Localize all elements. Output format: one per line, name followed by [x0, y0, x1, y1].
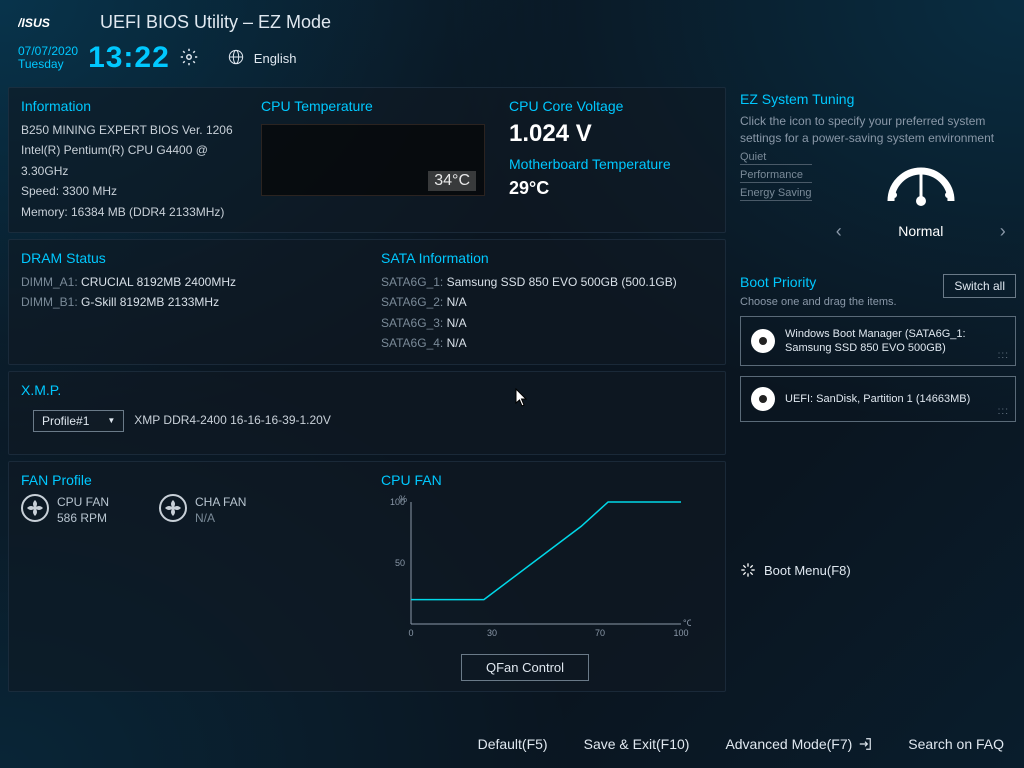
- svg-text:/ISUS: /ISUS: [18, 16, 51, 30]
- info-memory: Memory: 16384 MB (DDR4 2133MHz): [21, 202, 237, 222]
- chevron-right-icon[interactable]: ›: [1000, 221, 1006, 242]
- ez-current-mode: Normal: [898, 223, 943, 239]
- sata-port: SATA6G_1: Samsung SSD 850 EVO 500GB (500…: [381, 272, 713, 292]
- voltage-value: 1.024 V: [509, 120, 713, 148]
- burst-icon: [740, 562, 756, 578]
- cpu-temp-value: 34°C: [428, 171, 476, 191]
- mb-temp-heading: Motherboard Temperature: [509, 156, 713, 172]
- sata-port: SATA6G_4: N/A: [381, 333, 713, 353]
- mb-temp-value: 29°C: [509, 178, 713, 199]
- svg-text:°C: °C: [683, 618, 691, 628]
- fan-name: CPU FAN: [57, 494, 109, 511]
- fan-item-cpu[interactable]: CPU FAN 586 RPM: [21, 494, 109, 528]
- advanced-mode-button[interactable]: Advanced Mode(F7): [725, 736, 872, 752]
- svg-text:100: 100: [673, 628, 688, 638]
- boot-priority-item[interactable]: Windows Boot Manager (SATA6G_1: Samsung …: [740, 316, 1016, 367]
- xmp-profile-dropdown[interactable]: Profile#1: [33, 410, 124, 432]
- search-faq-button[interactable]: Search on FAQ: [908, 736, 1004, 752]
- fan-chart-heading: CPU FAN: [381, 472, 713, 488]
- xmp-heading: X.M.P.: [21, 382, 713, 398]
- info-cpu: Intel(R) Pentium(R) CPU G4400 @ 3.30GHz: [21, 140, 237, 181]
- chevron-left-icon[interactable]: ‹: [836, 221, 842, 242]
- sata-port: SATA6G_3: N/A: [381, 313, 713, 333]
- ez-tuning-desc: Click the icon to specify your preferred…: [740, 113, 1016, 147]
- fan-item-cha[interactable]: CHA FAN N/A: [159, 494, 246, 528]
- fan-curve-chart: 50100%03070100°C: [381, 494, 691, 644]
- asus-logo: /ISUS: [18, 14, 86, 32]
- xmp-desc: XMP DDR4-2400 16-16-16-39-1.20V: [134, 410, 331, 430]
- dram-slot: DIMM_A1: CRUCIAL 8192MB 2400MHz: [21, 272, 381, 292]
- svg-text:30: 30: [487, 628, 497, 638]
- boot-menu-button[interactable]: Boot Menu(F8): [740, 562, 1016, 578]
- fan-icon: [159, 494, 187, 522]
- fan-name: CHA FAN: [195, 494, 246, 511]
- save-exit-button[interactable]: Save & Exit(F10): [584, 736, 690, 752]
- info-board: B250 MINING EXPERT BIOS Ver. 1206: [21, 120, 237, 140]
- svg-text:50: 50: [395, 558, 405, 568]
- fan-heading: FAN Profile: [21, 472, 381, 488]
- disk-icon: [751, 329, 775, 353]
- globe-icon[interactable]: [228, 49, 244, 68]
- sata-port: SATA6G_2: N/A: [381, 292, 713, 312]
- exit-icon: [858, 737, 872, 751]
- fan-icon: [21, 494, 49, 522]
- switch-all-button[interactable]: Switch all: [943, 274, 1016, 298]
- ez-tuning-heading: EZ System Tuning: [740, 91, 1016, 107]
- voltage-heading: CPU Core Voltage: [509, 98, 713, 114]
- ez-mode-labels: Quiet Performance Energy Saving: [740, 151, 812, 242]
- language-label[interactable]: English: [254, 51, 297, 66]
- time-display: 13:22: [88, 41, 170, 75]
- date-display: 07/07/2020 Tuesday: [18, 45, 78, 71]
- sata-heading: SATA Information: [381, 250, 713, 266]
- dram-slot: DIMM_B1: G-Skill 8192MB 2133MHz: [21, 292, 381, 312]
- cpu-temp-heading: CPU Temperature: [261, 98, 485, 114]
- dram-heading: DRAM Status: [21, 250, 381, 266]
- default-button[interactable]: Default(F5): [478, 736, 548, 752]
- boot-desc: Choose one and drag the items.: [740, 296, 897, 308]
- qfan-control-button[interactable]: QFan Control: [461, 654, 589, 681]
- gauge-icon[interactable]: [881, 151, 961, 211]
- boot-priority-item[interactable]: UEFI: SanDisk, Partition 1 (14663MB):::: [740, 376, 1016, 422]
- fan-rpm: N/A: [195, 510, 246, 527]
- svg-text:0: 0: [408, 628, 413, 638]
- info-speed: Speed: 3300 MHz: [21, 181, 237, 201]
- cpu-temp-box: 34°C: [261, 124, 485, 196]
- page-title: UEFI BIOS Utility – EZ Mode: [100, 12, 331, 33]
- svg-text:%: %: [399, 494, 407, 504]
- settings-gear-icon[interactable]: [180, 48, 198, 69]
- info-heading: Information: [21, 98, 237, 114]
- svg-text:70: 70: [595, 628, 605, 638]
- boot-heading: Boot Priority: [740, 274, 897, 290]
- disk-icon: [751, 387, 775, 411]
- fan-rpm: 586 RPM: [57, 510, 109, 527]
